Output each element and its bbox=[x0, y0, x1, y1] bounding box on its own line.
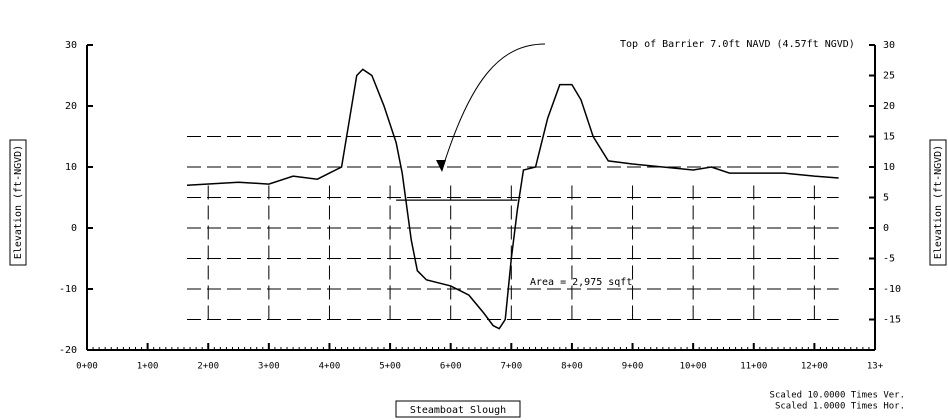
x-tick-label: 4+00 bbox=[319, 362, 341, 372]
y2-label-box bbox=[929, 139, 947, 266]
x-tick-label: 13+ bbox=[867, 362, 884, 372]
x-tick-label: 10+00 bbox=[680, 362, 707, 372]
y2-tick-label: 20 bbox=[883, 101, 895, 112]
x-tick-label: 0+00 bbox=[76, 362, 98, 372]
arrow-head bbox=[436, 160, 446, 172]
barrier-annotation: Top of Barrier 7.0ft NAVD (4.57ft NGVD) bbox=[620, 39, 855, 50]
y-tick-label: 20 bbox=[65, 101, 77, 112]
scale-note: Scaled 10.0000 Times Ver. bbox=[770, 391, 905, 401]
x-tick-label: 8+00 bbox=[561, 362, 583, 372]
y2-tick-label: 0 bbox=[883, 223, 889, 234]
x-tick-label: 9+00 bbox=[622, 362, 644, 372]
area-annotation: Area = 2,975 sqft bbox=[530, 277, 632, 288]
x-tick-label: 7+00 bbox=[500, 362, 522, 372]
x-tick-label: 2+00 bbox=[197, 362, 219, 372]
y2-axis-label: Elevation (ft-NGVD) bbox=[933, 145, 944, 259]
y2-tick-label: -10 bbox=[883, 284, 901, 295]
y-axis-label: Elevation (ft-NGVD) bbox=[13, 145, 24, 259]
y2-tick-label: 5 bbox=[883, 193, 889, 204]
x-label-box bbox=[395, 400, 521, 418]
profile-line bbox=[186, 68, 839, 330]
x-axis-label: Steamboat Slough bbox=[410, 405, 506, 416]
y2-tick-label: 25 bbox=[883, 71, 895, 82]
x-tick-label: 12+00 bbox=[801, 362, 828, 372]
y-tick-label: 30 bbox=[65, 40, 77, 51]
y2-tick-label: -5 bbox=[883, 254, 895, 265]
annotation-arrow bbox=[441, 43, 546, 171]
y2-tick-label: 30 bbox=[883, 40, 895, 51]
y-label-box bbox=[9, 139, 27, 266]
scale-note: Scaled 1.0000 Times Hor. bbox=[775, 402, 905, 412]
x-tick-label: 11+00 bbox=[740, 362, 767, 372]
y2-tick-label: 10 bbox=[883, 162, 895, 173]
x-tick-label: 6+00 bbox=[440, 362, 462, 372]
y2-tick-label: -15 bbox=[883, 315, 901, 326]
x-tick-label: 3+00 bbox=[258, 362, 280, 372]
y2-tick-label: 15 bbox=[883, 132, 895, 143]
x-tick-label: 5+00 bbox=[379, 362, 401, 372]
y-tick-label: 0 bbox=[71, 223, 77, 234]
y-tick-label: -20 bbox=[59, 345, 77, 356]
y-tick-label: 10 bbox=[65, 162, 77, 173]
y-tick-label: -10 bbox=[59, 284, 77, 295]
x-tick-label: 1+00 bbox=[137, 362, 159, 372]
